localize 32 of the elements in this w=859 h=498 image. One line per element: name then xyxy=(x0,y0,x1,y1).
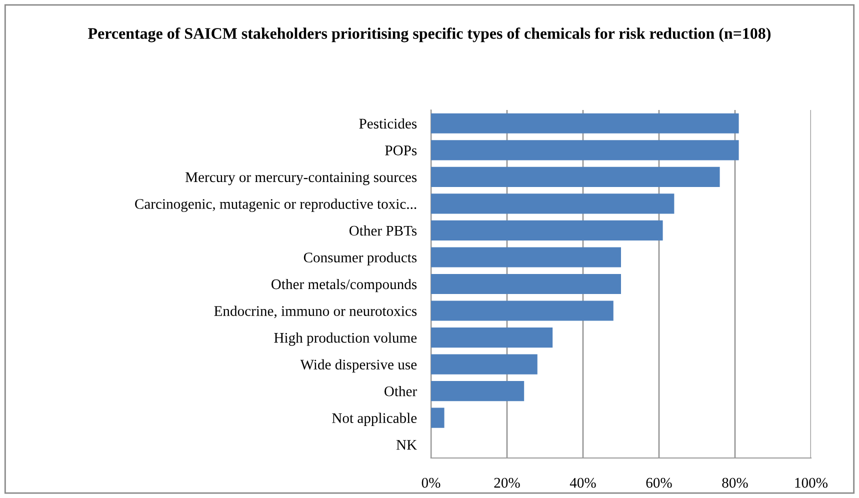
bar xyxy=(431,408,444,428)
y-tick-label: Mercury or mercury-containing sources xyxy=(185,172,417,186)
bar xyxy=(431,247,621,268)
bar xyxy=(431,113,739,134)
y-tick-label: Carcinogenic, mutagenic or reproductive toxic... xyxy=(135,198,416,212)
y-tick-label: Consumer products xyxy=(304,252,417,266)
bar xyxy=(431,194,674,214)
y-tick-label: Wide dispersive use xyxy=(300,359,417,372)
x-tick-label: 80% xyxy=(722,478,748,488)
bar xyxy=(431,166,720,187)
x-tick-label: 20% xyxy=(494,478,520,488)
y-tick-label: Not applicable xyxy=(332,412,417,426)
y-tick-label: Pesticides xyxy=(359,118,417,129)
y-tick-label: High production volume xyxy=(274,332,417,346)
bar xyxy=(431,354,538,374)
x-tick-label: 60% xyxy=(646,478,672,488)
bar xyxy=(431,140,739,160)
x-tick-label: 100% xyxy=(795,478,828,488)
chart-title: Percentage of SAICM stakeholders prioritising specific types of chemicals for risk reduction (n=108) xyxy=(88,27,771,42)
bar xyxy=(431,381,524,402)
y-tick-label: Other metals/compounds xyxy=(271,278,417,292)
y-tick-label: NK xyxy=(396,440,417,450)
bar xyxy=(431,274,621,294)
y-tick-label: Endocrine, immuno or neurotoxics xyxy=(214,306,417,318)
y-tick-label: Other xyxy=(384,386,417,396)
y-tick-label: POPs xyxy=(385,146,417,156)
bar xyxy=(431,328,553,348)
bar xyxy=(431,220,663,240)
y-tick-label: Other PBTs xyxy=(349,225,417,236)
bar xyxy=(431,300,614,321)
x-tick-label: 0% xyxy=(422,478,440,488)
x-tick-label: 40% xyxy=(570,478,596,488)
